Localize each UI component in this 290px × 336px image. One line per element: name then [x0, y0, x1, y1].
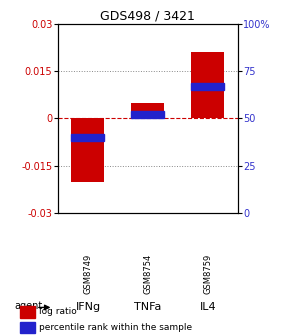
Bar: [191, 83, 224, 90]
Text: TNFa: TNFa: [134, 302, 162, 312]
Text: percentile rank within the sample: percentile rank within the sample: [39, 323, 192, 332]
Bar: [20, 306, 35, 318]
Text: GSM8749: GSM8749: [84, 254, 93, 294]
Text: GSM8759: GSM8759: [203, 254, 212, 294]
Text: IFNg: IFNg: [75, 302, 101, 312]
Bar: [20, 322, 35, 333]
Bar: [191, 52, 224, 118]
Text: GSM8754: GSM8754: [143, 254, 153, 294]
Text: IL4: IL4: [200, 302, 216, 312]
Bar: [131, 102, 164, 118]
Title: GDS498 / 3421: GDS498 / 3421: [100, 9, 195, 23]
Text: log ratio: log ratio: [39, 307, 76, 316]
Bar: [71, 118, 104, 181]
Bar: [71, 134, 104, 141]
Bar: [131, 111, 164, 118]
Text: agent: agent: [14, 301, 43, 311]
